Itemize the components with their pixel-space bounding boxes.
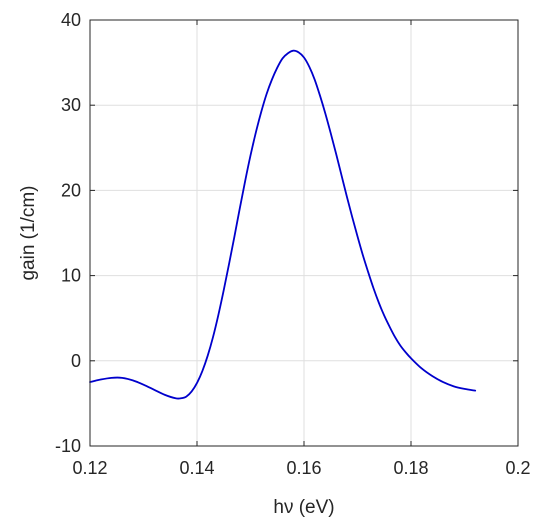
y-tick-label: 0: [71, 351, 81, 371]
series-layer: [89, 49, 477, 400]
x-axis-label: hν (eV): [273, 497, 334, 518]
x-tick-label: 0.2: [505, 458, 530, 478]
y-tick-label: 20: [61, 180, 81, 200]
x-tick-label: 0.16: [286, 458, 321, 478]
x-tick-label: 0.18: [393, 458, 428, 478]
x-tick-label: 0.14: [179, 458, 214, 478]
y-tick-label: 40: [61, 10, 81, 30]
x-tick-label: 0.12: [72, 458, 107, 478]
y-tick-label: 10: [61, 266, 81, 286]
y-tick-label: -10: [55, 436, 81, 456]
ticks: 0.12 0.14 0.16 0.18 0.2 -10 0 10 20 30 40: [55, 10, 531, 478]
y-tick-label: 30: [61, 95, 81, 115]
grid: [90, 20, 518, 446]
y-axis-label: gain (1/cm): [18, 185, 39, 280]
gain-series-line: [89, 49, 477, 400]
